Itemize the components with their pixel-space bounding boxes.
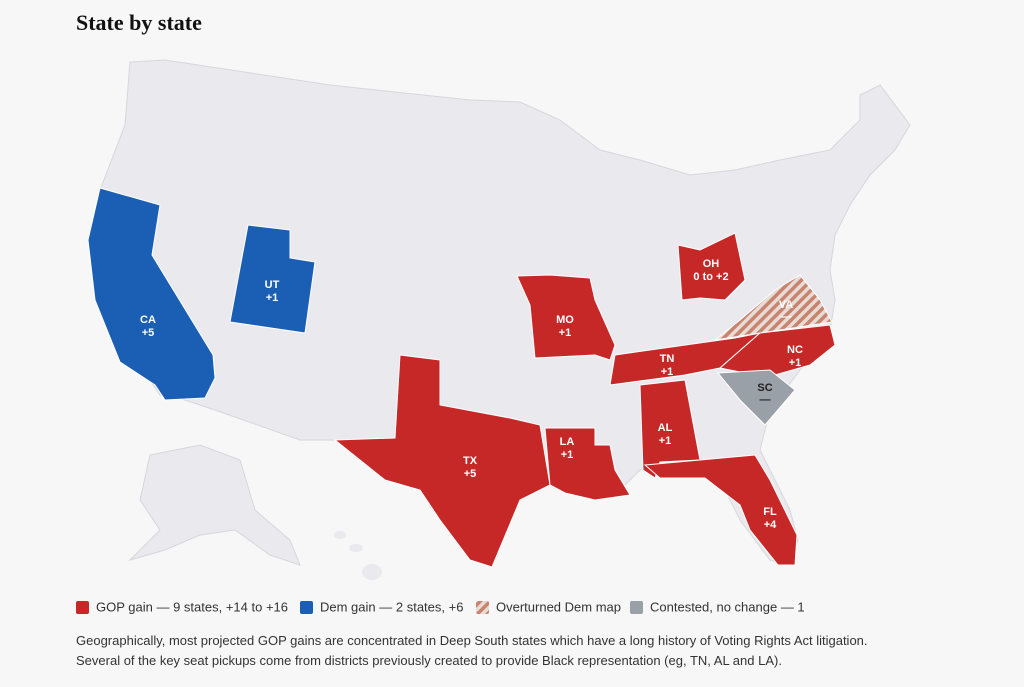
state-change: 0 to +2 (693, 271, 728, 283)
state-abbr: VA (779, 299, 794, 311)
state-abbr: LA (560, 436, 575, 448)
state (716, 369, 796, 426)
map: CA +5 UT +1 MO +1 OH 0 to +2 TN +1 NC +1… (87, 59, 911, 580)
caption: Geographically, most projected GOP gains… (76, 633, 868, 648)
legend-label: Contested, no change — 1 (650, 599, 805, 614)
state-change: +5 (142, 327, 155, 339)
state-change: — (760, 394, 771, 406)
state (229, 224, 316, 334)
state (516, 274, 616, 361)
state-abbr: CA (140, 314, 156, 326)
state-abbr: SC (757, 382, 772, 394)
state-abbr: MO (556, 314, 574, 326)
state-change: +4 (764, 519, 777, 531)
state-abbr: UT (265, 279, 280, 291)
state-abbr: FL (763, 506, 777, 518)
state (643, 454, 798, 566)
legend-swatch (76, 601, 89, 614)
us-outline (89, 59, 911, 566)
state-change: +1 (661, 366, 674, 378)
alaska (128, 444, 301, 566)
legend-swatch (630, 601, 643, 614)
state-change: — (781, 311, 792, 323)
legend-swatch (476, 601, 489, 614)
state-abbr: TX (463, 455, 478, 467)
state-change: +1 (659, 435, 672, 447)
state-change: +1 (266, 292, 279, 304)
state (544, 427, 631, 501)
state (639, 379, 701, 479)
caption: Several of the key seat pickups come fro… (76, 653, 782, 668)
state-abbr: TN (660, 353, 675, 365)
state-change: +1 (789, 357, 802, 369)
hawaii (334, 531, 382, 580)
state-labels: CA +5 UT +1 MO +1 OH 0 to +2 TN +1 NC +1… (140, 258, 803, 531)
state-change: +1 (559, 327, 572, 339)
legend-label: Overturned Dem map (496, 599, 621, 614)
state-abbr: AL (658, 422, 673, 434)
state-abbr: NC (787, 344, 803, 356)
state-change: +1 (561, 449, 574, 461)
state (333, 354, 551, 568)
legend-swatch (300, 601, 313, 614)
state (87, 187, 216, 401)
legend: GOP gain — 9 states, +14 to +16 Dem gain… (76, 599, 805, 614)
state (677, 232, 746, 301)
state (713, 274, 833, 341)
state-abbr: OH (703, 258, 720, 270)
legend-label: Dem gain — 2 states, +6 (320, 599, 463, 614)
state-change: +5 (464, 468, 477, 480)
title: State by state (76, 10, 202, 35)
legend-label: GOP gain — 9 states, +14 to +16 (96, 599, 288, 614)
